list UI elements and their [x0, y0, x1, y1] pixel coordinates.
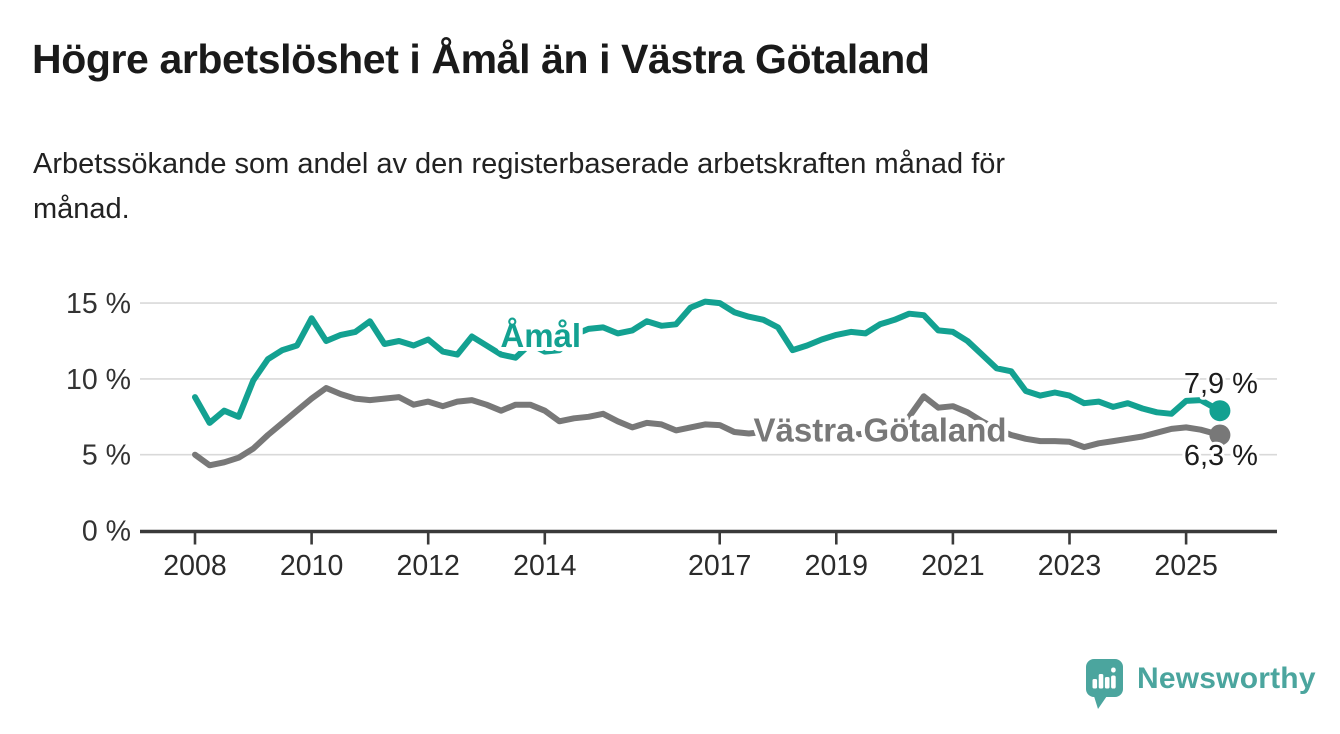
end-dot-vastra-gotaland	[1209, 424, 1231, 446]
y-tick-label: 15 %	[66, 288, 131, 320]
y-tick-label: 10 %	[66, 364, 131, 396]
end-dot-amal	[1209, 400, 1231, 422]
x-tick-label: 2021	[921, 550, 984, 582]
subtitle-line-2: månad.	[33, 193, 130, 225]
x-tick-label: 2025	[1154, 550, 1217, 582]
series-line-vastra-gotaland	[192, 385, 1223, 469]
end-value-label-vastra-gotaland: 6,3 %	[1184, 440, 1258, 472]
x-tick-label: 2008	[163, 550, 226, 582]
chart-subtitle: Arbetssökande som andel av den registerb…	[33, 142, 1005, 232]
newsworthy-logo-icon	[1086, 659, 1123, 709]
x-tick-label: 2014	[513, 550, 577, 582]
y-tick-label: 5 %	[82, 440, 131, 472]
series-line-amal	[192, 298, 1223, 426]
x-tick-label: 2019	[805, 550, 868, 582]
newsworthy-logo-text: Newsworthy	[1137, 662, 1316, 695]
end-value-label-amal: 7,9 %	[1184, 368, 1258, 400]
newsworthy-logo: Newsworthy	[1085, 658, 1316, 710]
page-title: Högre arbetslöshet i Åmål än i Västra Gö…	[32, 36, 930, 82]
series-label-amal: Åmål	[500, 317, 581, 354]
series-label-vastra-gotaland: Västra Götaland	[753, 411, 1006, 448]
subtitle-line-1: Arbetssökande som andel av den registerb…	[33, 148, 1006, 180]
x-tick-label: 2017	[688, 550, 751, 582]
x-tick-label: 2012	[396, 550, 459, 582]
x-tick-label: 2023	[1038, 550, 1101, 582]
x-tick-label: 2010	[280, 550, 343, 582]
y-tick-label: 0 %	[82, 516, 131, 548]
